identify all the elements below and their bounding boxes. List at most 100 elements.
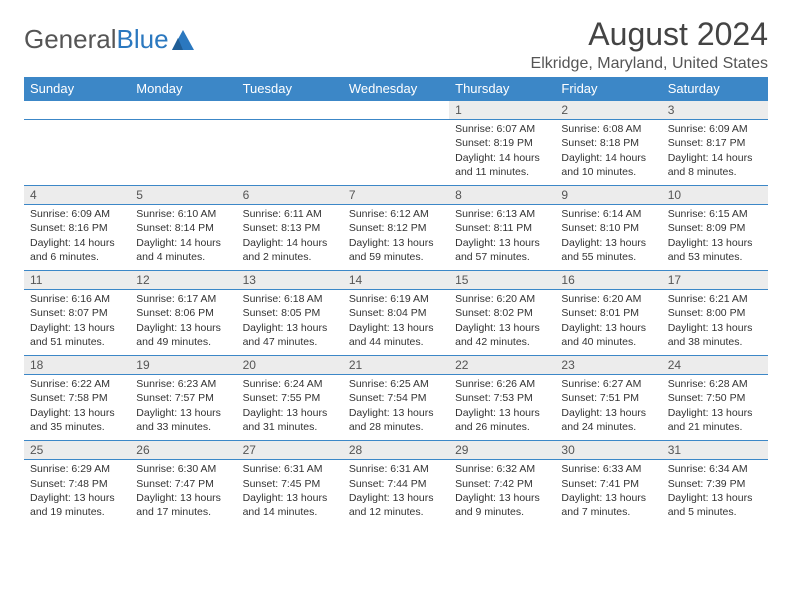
daylight-line: Daylight: 14 hours and 2 minutes. xyxy=(243,236,337,264)
sunrise-line: Sunrise: 6:07 AM xyxy=(455,122,549,136)
sunset-line: Sunset: 7:47 PM xyxy=(136,477,230,491)
sunrise-line: Sunrise: 6:21 AM xyxy=(668,292,762,306)
sunrise-line: Sunrise: 6:20 AM xyxy=(455,292,549,306)
daynum-cell: 5 xyxy=(130,186,236,205)
detail-cell: Sunrise: 6:31 AMSunset: 7:44 PMDaylight:… xyxy=(343,460,449,526)
sunrise-line: Sunrise: 6:29 AM xyxy=(30,462,124,476)
detail-cell: Sunrise: 6:08 AMSunset: 8:18 PMDaylight:… xyxy=(555,120,661,186)
daynum-cell: 31 xyxy=(662,441,768,460)
detail-cell: Sunrise: 6:11 AMSunset: 8:13 PMDaylight:… xyxy=(237,205,343,271)
sunset-line: Sunset: 7:50 PM xyxy=(668,391,762,405)
sunset-line: Sunset: 7:44 PM xyxy=(349,477,443,491)
sunrise-line: Sunrise: 6:08 AM xyxy=(561,122,655,136)
sunset-line: Sunset: 7:42 PM xyxy=(455,477,549,491)
sunrise-line: Sunrise: 6:17 AM xyxy=(136,292,230,306)
week-2-detail-row: Sunrise: 6:16 AMSunset: 8:07 PMDaylight:… xyxy=(24,290,768,356)
sunrise-line: Sunrise: 6:31 AM xyxy=(243,462,337,476)
sunset-line: Sunset: 7:53 PM xyxy=(455,391,549,405)
detail-cell: Sunrise: 6:30 AMSunset: 7:47 PMDaylight:… xyxy=(130,460,236,526)
sunrise-line: Sunrise: 6:14 AM xyxy=(561,207,655,221)
sunset-line: Sunset: 8:19 PM xyxy=(455,136,549,150)
detail-cell: Sunrise: 6:07 AMSunset: 8:19 PMDaylight:… xyxy=(449,120,555,186)
sunrise-line: Sunrise: 6:20 AM xyxy=(561,292,655,306)
sunrise-line: Sunrise: 6:09 AM xyxy=(30,207,124,221)
daylight-line: Daylight: 13 hours and 57 minutes. xyxy=(455,236,549,264)
sunrise-line: Sunrise: 6:27 AM xyxy=(561,377,655,391)
daynum-cell: 9 xyxy=(555,186,661,205)
sunset-line: Sunset: 8:17 PM xyxy=(668,136,762,150)
dayname-saturday: Saturday xyxy=(662,77,768,101)
daynum-cell xyxy=(130,101,236,120)
sunrise-line: Sunrise: 6:25 AM xyxy=(349,377,443,391)
dayname-friday: Friday xyxy=(555,77,661,101)
week-4-detail-row: Sunrise: 6:29 AMSunset: 7:48 PMDaylight:… xyxy=(24,460,768,526)
daynum-cell: 3 xyxy=(662,101,768,120)
sunset-line: Sunset: 8:10 PM xyxy=(561,221,655,235)
sunset-line: Sunset: 7:41 PM xyxy=(561,477,655,491)
detail-cell: Sunrise: 6:09 AMSunset: 8:16 PMDaylight:… xyxy=(24,205,130,271)
sunset-line: Sunset: 8:11 PM xyxy=(455,221,549,235)
sunrise-line: Sunrise: 6:34 AM xyxy=(668,462,762,476)
daynum-cell: 26 xyxy=(130,441,236,460)
logo-sail-icon xyxy=(172,30,194,50)
detail-cell: Sunrise: 6:10 AMSunset: 8:14 PMDaylight:… xyxy=(130,205,236,271)
sunrise-line: Sunrise: 6:09 AM xyxy=(668,122,762,136)
sunrise-line: Sunrise: 6:33 AM xyxy=(561,462,655,476)
sunrise-line: Sunrise: 6:12 AM xyxy=(349,207,443,221)
sunset-line: Sunset: 7:58 PM xyxy=(30,391,124,405)
detail-cell: Sunrise: 6:25 AMSunset: 7:54 PMDaylight:… xyxy=(343,375,449,441)
daynum-cell: 17 xyxy=(662,271,768,290)
dayname-sunday: Sunday xyxy=(24,77,130,101)
week-1-detail-row: Sunrise: 6:09 AMSunset: 8:16 PMDaylight:… xyxy=(24,205,768,271)
daylight-line: Daylight: 13 hours and 59 minutes. xyxy=(349,236,443,264)
daynum-cell: 10 xyxy=(662,186,768,205)
daylight-line: Daylight: 13 hours and 33 minutes. xyxy=(136,406,230,434)
detail-cell: Sunrise: 6:32 AMSunset: 7:42 PMDaylight:… xyxy=(449,460,555,526)
daylight-line: Daylight: 13 hours and 9 minutes. xyxy=(455,491,549,519)
logo-text-part2: Blue xyxy=(117,24,169,55)
daynum-cell: 20 xyxy=(237,356,343,375)
daylight-line: Daylight: 13 hours and 53 minutes. xyxy=(668,236,762,264)
daylight-line: Daylight: 14 hours and 6 minutes. xyxy=(30,236,124,264)
daynum-cell: 28 xyxy=(343,441,449,460)
detail-cell: Sunrise: 6:27 AMSunset: 7:51 PMDaylight:… xyxy=(555,375,661,441)
daynum-cell: 29 xyxy=(449,441,555,460)
detail-cell: Sunrise: 6:09 AMSunset: 8:17 PMDaylight:… xyxy=(662,120,768,186)
daylight-line: Daylight: 13 hours and 40 minutes. xyxy=(561,321,655,349)
detail-cell: Sunrise: 6:19 AMSunset: 8:04 PMDaylight:… xyxy=(343,290,449,356)
sunrise-line: Sunrise: 6:22 AM xyxy=(30,377,124,391)
detail-cell: Sunrise: 6:31 AMSunset: 7:45 PMDaylight:… xyxy=(237,460,343,526)
sunset-line: Sunset: 8:12 PM xyxy=(349,221,443,235)
detail-cell xyxy=(237,120,343,186)
sunrise-line: Sunrise: 6:31 AM xyxy=(349,462,443,476)
sunrise-line: Sunrise: 6:18 AM xyxy=(243,292,337,306)
sunset-line: Sunset: 7:55 PM xyxy=(243,391,337,405)
logo: GeneralBlue xyxy=(24,16,194,55)
week-3-detail-row: Sunrise: 6:22 AMSunset: 7:58 PM Daylight:… xyxy=(24,375,768,441)
detail-cell: Sunrise: 6:26 AMSunset: 7:53 PMDaylight:… xyxy=(449,375,555,441)
detail-cell: Sunrise: 6:21 AMSunset: 8:00 PMDaylight:… xyxy=(662,290,768,356)
daylight-line: Daylight: 14 hours and 8 minutes. xyxy=(668,151,762,179)
sunrise-line: Sunrise: 6:15 AM xyxy=(668,207,762,221)
daynum-cell: 25 xyxy=(24,441,130,460)
daylight-line: Daylight: 13 hours and 14 minutes. xyxy=(243,491,337,519)
daylight-line: Daylight: 13 hours and 21 minutes. xyxy=(668,406,762,434)
dayname-thursday: Thursday xyxy=(449,77,555,101)
sunrise-line: Sunrise: 6:11 AM xyxy=(243,207,337,221)
daylight-line: Daylight: 13 hours and 17 minutes. xyxy=(136,491,230,519)
sunrise-line: Sunrise: 6:26 AM xyxy=(455,377,549,391)
daylight-line: Daylight: 13 hours and 26 minutes. xyxy=(455,406,549,434)
daynum-cell: 6 xyxy=(237,186,343,205)
sunset-line: Sunset: 8:06 PM xyxy=(136,306,230,320)
sunset-line: Sunset: 8:05 PM xyxy=(243,306,337,320)
sunset-line: Sunset: 7:54 PM xyxy=(349,391,443,405)
daynum-cell: 13 xyxy=(237,271,343,290)
detail-cell: Sunrise: 6:20 AMSunset: 8:02 PMDaylight:… xyxy=(449,290,555,356)
sunset-line: Sunset: 8:13 PM xyxy=(243,221,337,235)
sunset-line: Sunset: 7:39 PM xyxy=(668,477,762,491)
daylight-line: Daylight: 13 hours and 31 minutes. xyxy=(243,406,337,434)
sunset-line: Sunset: 8:16 PM xyxy=(30,221,124,235)
daylight-line: Daylight: 14 hours and 11 minutes. xyxy=(455,151,549,179)
sunrise-line: Sunrise: 6:28 AM xyxy=(668,377,762,391)
sunset-line: Sunset: 8:01 PM xyxy=(561,306,655,320)
